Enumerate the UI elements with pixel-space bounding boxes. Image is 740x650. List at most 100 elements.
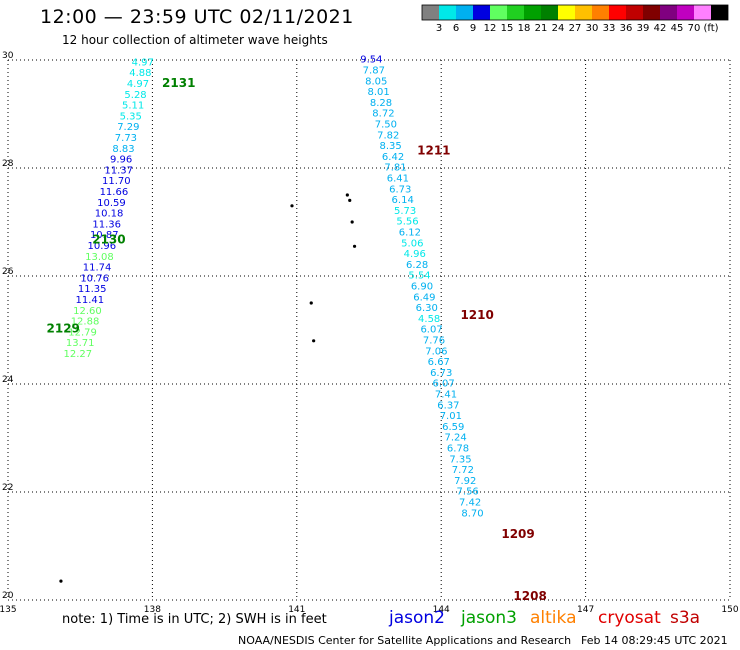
legend-tick-label: 3 <box>436 23 442 34</box>
island-dot <box>352 244 357 248</box>
swh-data-label: 6.90 <box>411 282 433 293</box>
swh-data-label: 7.76 <box>423 336 445 347</box>
legend-swatch <box>541 5 558 20</box>
legend-tick-label: 21 <box>535 23 548 34</box>
legend-swatch <box>592 5 609 20</box>
legend-swatch <box>422 5 439 20</box>
swh-data-label: 10.59 <box>97 198 126 209</box>
swh-data-label: 11.74 <box>83 263 112 274</box>
track-pass-label: 1208 <box>513 589 546 603</box>
swh-data-label: 9.96 <box>110 155 132 166</box>
legend-swatch <box>507 5 524 20</box>
swh-data-label: 11.35 <box>78 284 107 295</box>
legend-swatch <box>473 5 490 20</box>
legend-swatch <box>558 5 575 20</box>
track-pass-label: 2129 <box>47 322 80 336</box>
swh-data-label: 7.24 <box>445 433 467 444</box>
satellite-legend-cryosat: cryosat <box>598 608 661 628</box>
legend-tick-label: 12 <box>484 23 497 34</box>
track-pass-label: 2131 <box>162 76 195 90</box>
legend-tick-label: 42 <box>654 23 667 34</box>
legend-swatch <box>609 5 626 20</box>
swh-data-label: 6.49 <box>413 292 435 303</box>
swh-data-label: 13.71 <box>66 338 95 349</box>
y-tick-label: 24 <box>2 375 14 385</box>
swh-data-label: 6.41 <box>387 174 409 185</box>
swh-data-label: 7.35 <box>449 454 471 465</box>
swh-data-label: 7.73 <box>115 133 137 144</box>
swh-data-label: 8.35 <box>380 141 402 152</box>
swh-data-label: 7.87 <box>363 66 385 77</box>
swh-data-label: 5.11 <box>122 101 144 112</box>
swh-data-label: 4.96 <box>404 249 426 260</box>
swh-data-label: 4.58 <box>418 314 440 325</box>
swh-data-label: 6.07 <box>420 325 442 336</box>
island-dot <box>309 301 313 305</box>
legend-tick-label: 15 <box>501 23 514 34</box>
chart-subtitle: 12 hour collection of altimeter wave hei… <box>62 33 328 47</box>
swh-data-label: 7.56 <box>457 487 479 498</box>
swh-data-label: 8.70 <box>461 508 483 519</box>
legend-tick-label: 24 <box>552 23 565 34</box>
legend-swatch <box>711 5 728 20</box>
footer-credit: NOAA/NESDIS Center for Satellite Applica… <box>238 634 572 647</box>
legend-tick-label: 6 <box>453 23 459 34</box>
swh-data-label: 7.72 <box>452 465 474 476</box>
y-tick-label: 28 <box>2 159 14 169</box>
track-pass-label: 1211 <box>417 144 450 158</box>
swh-data-label: 12.60 <box>73 306 102 317</box>
swh-data-label: 7.01 <box>440 411 462 422</box>
swh-data-label: 5.35 <box>120 111 142 122</box>
x-tick-label: 144 <box>433 605 450 615</box>
legend-tick-label: 33 <box>603 23 616 34</box>
swh-data-label: 7.42 <box>459 498 481 509</box>
swh-data-label: 5.28 <box>124 90 146 101</box>
legend-tick-label: 18 <box>518 23 531 34</box>
legend-swatch <box>660 5 677 20</box>
y-tick-label: 26 <box>2 267 14 277</box>
swh-data-label: 10.96 <box>88 241 117 252</box>
swh-data-label: 7.50 <box>375 120 397 131</box>
legend-tick-label: 39 <box>637 23 650 34</box>
legend-tick-label: 45 <box>671 23 684 34</box>
legend-tick-label: (ft) <box>703 23 718 34</box>
swh-data-label: 8.01 <box>367 87 389 98</box>
swh-data-label: 4.88 <box>129 68 151 79</box>
legend-tick-label: 36 <box>620 23 633 34</box>
footer-generated-date: Feb 14 08:29:45 UTC 2021 <box>581 634 728 647</box>
track-pass-label: 1209 <box>501 527 534 541</box>
island-dot <box>312 339 316 343</box>
legend-swatch <box>694 5 711 20</box>
swh-data-label: 6.67 <box>428 357 450 368</box>
swh-data-label: 6.30 <box>416 303 438 314</box>
swh-data-label: 6.37 <box>437 400 459 411</box>
satellite-legend-s3a: s3a <box>670 608 701 628</box>
swh-data-label: 13.08 <box>85 252 114 263</box>
island-dot <box>350 220 354 224</box>
swh-data-label: 7.81 <box>384 163 406 174</box>
island-dot <box>348 198 352 202</box>
track-pass-label: 1210 <box>460 308 493 322</box>
legend-swatch <box>677 5 694 20</box>
x-tick-label: 150 <box>721 605 738 615</box>
swh-data-label: 5.73 <box>394 206 416 217</box>
swh-data-label: 6.14 <box>392 195 414 206</box>
legend-swatch <box>524 5 541 20</box>
swh-data-label: 6.07 <box>432 379 454 390</box>
swh-data-label: 6.78 <box>447 444 469 455</box>
swh-data-label: 10.18 <box>95 209 124 220</box>
y-tick-label: 30 <box>2 51 14 61</box>
swh-data-label: 4.97 <box>127 79 149 90</box>
swh-data-label: 8.28 <box>370 98 392 109</box>
swh-data-label: 10.87 <box>90 230 119 241</box>
chart-title: 12:00 — 23:59 UTC 02/11/2021 <box>40 6 354 28</box>
swh-data-label: 6.73 <box>430 368 452 379</box>
swh-data-label: 6.42 <box>382 152 404 163</box>
swh-data-label: 5.06 <box>401 238 423 249</box>
legend-tick-label: 27 <box>569 23 582 34</box>
island-dot <box>345 193 349 197</box>
footer-note: note: 1) Time is in UTC; 2) SWH is in fe… <box>62 612 327 627</box>
satellite-legend-altika: altika <box>530 608 577 628</box>
swh-data-label: 12.88 <box>71 317 100 328</box>
